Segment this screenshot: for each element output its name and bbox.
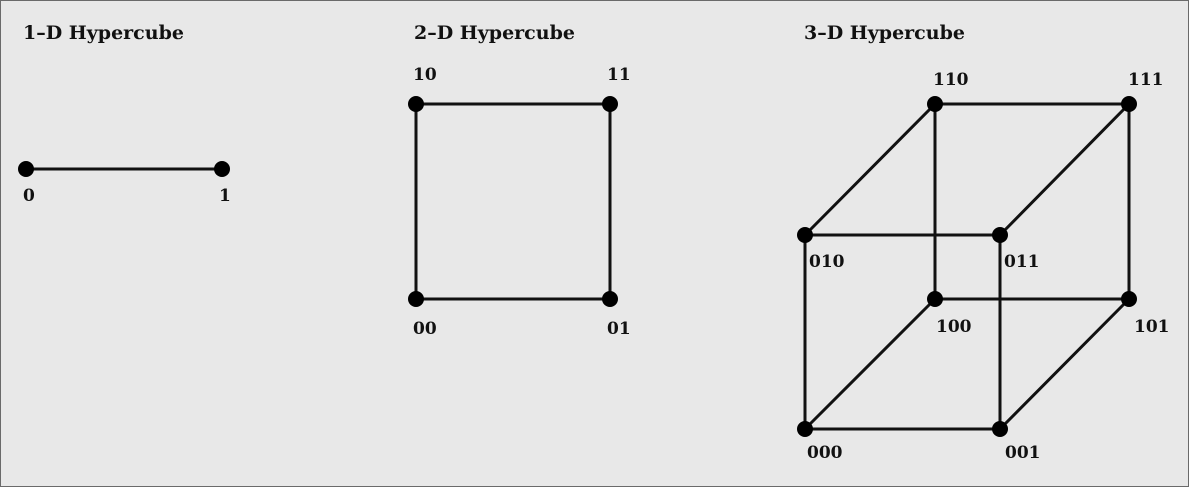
- node-label-1: 1: [219, 186, 231, 206]
- node-01: [602, 291, 618, 307]
- node-1: [214, 161, 230, 177]
- node-110: [927, 96, 943, 112]
- node-010: [797, 227, 813, 243]
- node-label-010: 010: [809, 252, 845, 272]
- node-label-011: 011: [1004, 252, 1040, 272]
- node-00: [408, 291, 424, 307]
- node-0: [18, 161, 34, 177]
- node-label-00: 00: [413, 319, 437, 339]
- node-001: [992, 421, 1008, 437]
- node-label-110: 110: [933, 70, 969, 90]
- node-10: [408, 96, 424, 112]
- node-011: [992, 227, 1008, 243]
- node-label-111: 111: [1128, 70, 1164, 90]
- edges-layer: [24, 102, 1131, 431]
- node-101: [1121, 291, 1137, 307]
- edge-110-010: [803, 102, 937, 237]
- cube2-title: 2–D Hypercube: [414, 22, 575, 44]
- node-100: [927, 291, 943, 307]
- node-label-11: 11: [607, 65, 631, 85]
- edge-101-001: [998, 297, 1131, 431]
- node-label-01: 01: [607, 319, 631, 339]
- node-label-100: 100: [936, 317, 972, 337]
- node-label-0: 0: [23, 186, 35, 206]
- node-label-001: 001: [1005, 443, 1041, 463]
- edge-111-011: [998, 102, 1131, 237]
- cube1-title: 1–D Hypercube: [23, 22, 184, 44]
- cube3-title: 3–D Hypercube: [804, 22, 965, 44]
- edge-100-000: [803, 297, 937, 431]
- node-11: [602, 96, 618, 112]
- node-000: [797, 421, 813, 437]
- nodes-layer: [18, 96, 1137, 437]
- node-label-101: 101: [1134, 317, 1170, 337]
- node-111: [1121, 96, 1137, 112]
- node-label-10: 10: [413, 65, 437, 85]
- node-label-000: 000: [807, 443, 843, 463]
